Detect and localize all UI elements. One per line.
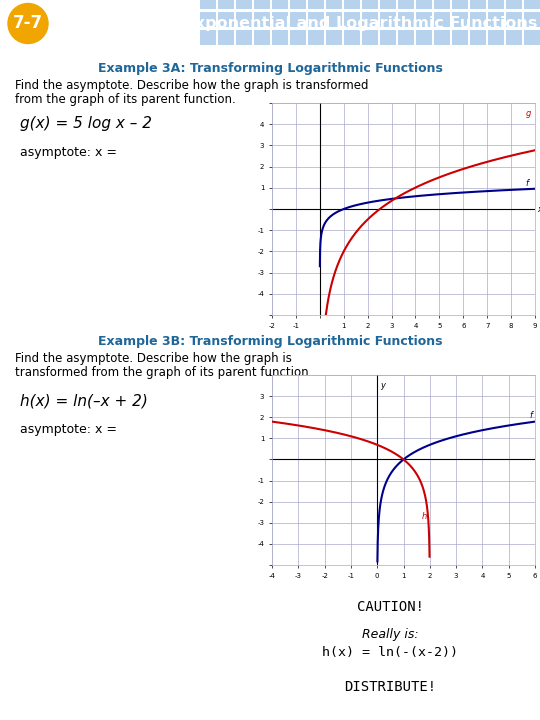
Bar <box>362 12 378 27</box>
Text: x: x <box>539 455 540 464</box>
Text: f: f <box>525 179 529 189</box>
Bar <box>254 0 270 9</box>
Bar <box>488 30 504 45</box>
Bar <box>488 0 504 9</box>
Bar <box>452 30 468 45</box>
Bar <box>236 30 252 45</box>
Bar <box>290 30 306 45</box>
Bar <box>290 0 306 9</box>
Text: Transforming Exponential and Logarithmic Functions: Transforming Exponential and Logarithmic… <box>58 16 537 31</box>
Bar <box>200 12 216 27</box>
Bar <box>344 0 360 9</box>
Bar <box>218 30 234 45</box>
Text: h: h <box>422 512 427 521</box>
Bar <box>506 12 522 27</box>
Bar <box>326 0 342 9</box>
Bar <box>308 30 324 45</box>
Bar <box>506 30 522 45</box>
Bar <box>254 12 270 27</box>
Bar <box>524 12 540 27</box>
Bar <box>326 12 342 27</box>
Bar <box>434 12 450 27</box>
Text: 7-7: 7-7 <box>13 14 43 32</box>
Bar <box>380 12 396 27</box>
Text: g: g <box>525 109 531 118</box>
Bar <box>380 0 396 9</box>
Bar <box>254 30 270 45</box>
Text: Find the asymptote. Describe how the graph is: Find the asymptote. Describe how the gra… <box>15 352 292 365</box>
Bar <box>236 0 252 9</box>
Bar <box>308 12 324 27</box>
Text: transformed from the graph of its parent function.: transformed from the graph of its parent… <box>15 366 312 379</box>
Bar <box>218 0 234 9</box>
Bar <box>452 0 468 9</box>
Text: f: f <box>530 411 533 420</box>
Bar <box>362 0 378 9</box>
Bar <box>290 12 306 27</box>
Text: Find the asymptote. Describe how the graph is transformed: Find the asymptote. Describe how the gra… <box>15 79 368 92</box>
Bar <box>452 12 468 27</box>
Bar <box>380 30 396 45</box>
Text: DISTRIBUTE!: DISTRIBUTE! <box>344 680 436 694</box>
Bar <box>488 12 504 27</box>
Bar <box>524 0 540 9</box>
Bar <box>344 30 360 45</box>
Bar <box>200 0 216 9</box>
Text: h(x) = ln(-(x-2)): h(x) = ln(-(x-2)) <box>322 646 458 659</box>
Text: asymptote: x =: asymptote: x = <box>20 423 117 436</box>
Bar <box>200 30 216 45</box>
Bar <box>272 30 288 45</box>
Text: asymptote: x =: asymptote: x = <box>20 146 117 159</box>
Bar <box>344 12 360 27</box>
Text: CAUTION!: CAUTION! <box>356 600 423 614</box>
Bar <box>398 0 414 9</box>
Bar <box>272 0 288 9</box>
Text: g(x) = 5 log x – 2: g(x) = 5 log x – 2 <box>20 116 152 131</box>
Text: from the graph of its parent function.: from the graph of its parent function. <box>15 93 236 106</box>
Bar <box>434 30 450 45</box>
Circle shape <box>8 4 48 43</box>
Text: Example 3B: Transforming Logarithmic Functions: Example 3B: Transforming Logarithmic Fun… <box>98 335 442 348</box>
Text: Example 3A: Transforming Logarithmic Functions: Example 3A: Transforming Logarithmic Fun… <box>98 62 442 75</box>
Bar <box>362 30 378 45</box>
Bar <box>524 30 540 45</box>
Bar <box>416 0 432 9</box>
Bar <box>326 30 342 45</box>
Text: y: y <box>380 382 385 390</box>
Text: x: x <box>537 204 540 214</box>
Bar <box>470 30 486 45</box>
Bar <box>470 0 486 9</box>
Bar <box>416 30 432 45</box>
Bar <box>506 0 522 9</box>
Bar <box>398 30 414 45</box>
Bar <box>308 0 324 9</box>
Bar <box>416 12 432 27</box>
Bar <box>470 12 486 27</box>
Bar <box>272 12 288 27</box>
Bar <box>398 12 414 27</box>
Text: h(x) = ln(–x + 2): h(x) = ln(–x + 2) <box>20 393 148 408</box>
Bar <box>218 12 234 27</box>
Text: Really is:: Really is: <box>362 628 418 641</box>
Bar <box>236 12 252 27</box>
Bar <box>434 0 450 9</box>
